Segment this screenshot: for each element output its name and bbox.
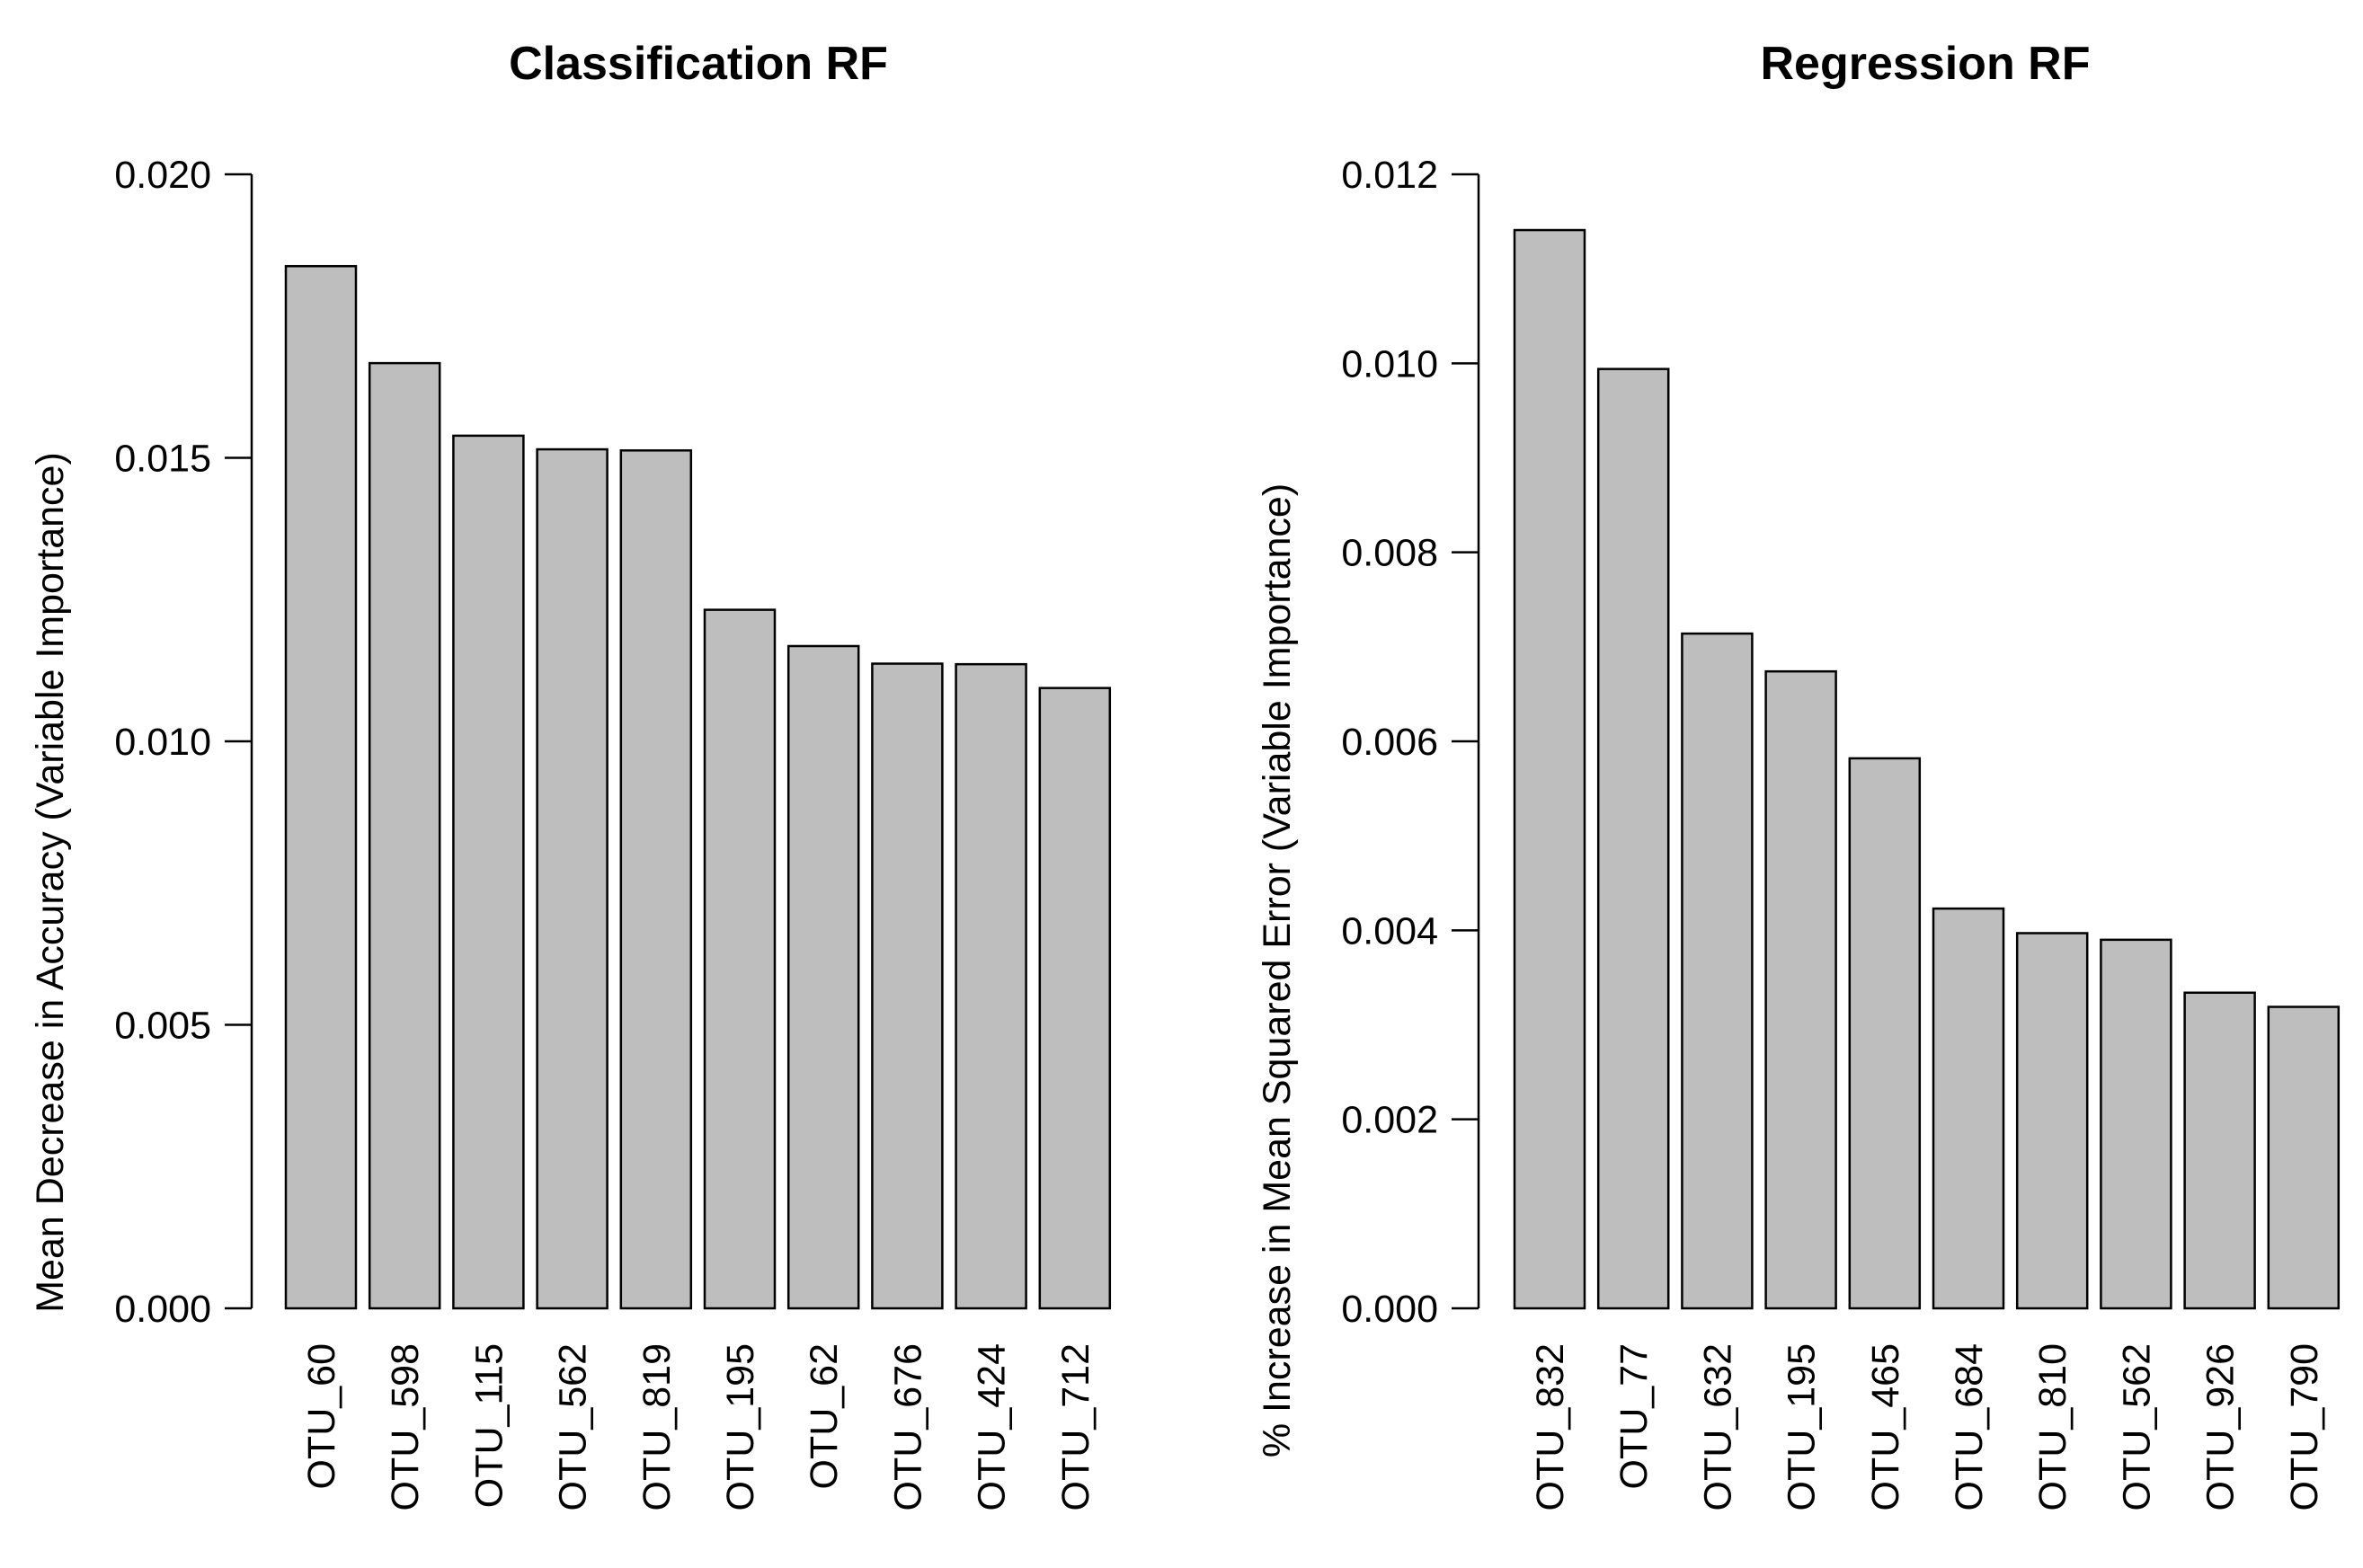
- x-tick-label: OTU_676: [886, 1343, 929, 1510]
- x-tick-label: OTU_832: [1529, 1343, 1572, 1510]
- x-tick-label: OTU_598: [384, 1343, 427, 1510]
- chart-title: Classification RF: [509, 38, 888, 90]
- bar-otu-115: [452, 434, 525, 1310]
- bar-otu-810: [2015, 932, 2089, 1310]
- x-tick-label: OTU_195: [719, 1343, 762, 1510]
- bar-otu-676: [871, 662, 944, 1310]
- y-tick-label: 0.000: [1341, 1288, 1438, 1331]
- y-tick-label: 0.010: [114, 721, 211, 764]
- y-tick-label: 0.012: [1341, 154, 1438, 197]
- x-tick-label: OTU_926: [2199, 1343, 2243, 1510]
- x-tick-label: OTU_62: [803, 1343, 846, 1490]
- bar-otu-926: [2183, 991, 2256, 1310]
- x-tick-label: OTU_562: [552, 1343, 595, 1510]
- y-tick-label: 0.002: [1341, 1099, 1438, 1142]
- y-tick-label: 0.020: [114, 154, 211, 197]
- bar-otu-832: [1513, 228, 1586, 1310]
- y-tick-label: 0.010: [1341, 342, 1438, 385]
- y-tick-label: 0.015: [114, 438, 211, 481]
- bar-otu-424: [955, 662, 1027, 1310]
- x-tick-label: OTU_195: [1781, 1343, 1824, 1510]
- x-axis-labels: OTU_832 OTU_77 OTU_632 OTU_195 OTU_465 OTU_68…: [1529, 1343, 2326, 1510]
- bar-otu-712: [1038, 687, 1112, 1310]
- x-tick-label: OTU_465: [1864, 1343, 1907, 1510]
- chart-title: Regression RF: [1761, 38, 2091, 90]
- bar-otu-790: [2267, 1005, 2341, 1310]
- x-tick-label: OTU_684: [1948, 1343, 1991, 1510]
- y-tick-label: 0.005: [114, 1005, 211, 1048]
- bar-otu-632: [1681, 632, 1754, 1310]
- bars: [1513, 228, 2341, 1310]
- bar-otu-598: [368, 361, 441, 1310]
- bar-otu-465: [1848, 757, 1922, 1310]
- x-tick-label: OTU_77: [1612, 1343, 1656, 1490]
- x-tick-label: OTU_819: [635, 1343, 679, 1510]
- bar-otu-195: [703, 608, 777, 1310]
- bar-otu-62: [786, 644, 860, 1310]
- classification-panel: Classification RF Mean Decrease in Accur…: [29, 38, 1112, 1510]
- x-tick-label: OTU_60: [300, 1343, 343, 1490]
- x-axis-labels: OTU_60 OTU_598 OTU_115 OTU_562 OTU_819 OTU_19…: [300, 1343, 1097, 1510]
- y-tick-label: 0.000: [114, 1288, 211, 1331]
- x-tick-label: OTU_115: [467, 1343, 511, 1508]
- y-axis-label: Mean Decrease in Accuracy (Variable Impo…: [29, 452, 72, 1313]
- bar-otu-562: [2100, 938, 2172, 1310]
- bar-otu-562: [536, 447, 609, 1310]
- x-tick-label: OTU_632: [1696, 1343, 1739, 1510]
- bar-otu-684: [1932, 907, 2005, 1310]
- y-tick-label: 0.004: [1341, 909, 1438, 952]
- y-tick-label: 0.006: [1341, 721, 1438, 764]
- bar-otu-77: [1596, 368, 1670, 1310]
- bar-otu-819: [619, 449, 693, 1310]
- x-tick-label: OTU_790: [2283, 1343, 2326, 1510]
- y-tick-label: 0.008: [1341, 532, 1438, 575]
- x-tick-label: OTU_562: [2115, 1343, 2158, 1510]
- bar-otu-195: [1764, 669, 1837, 1310]
- x-tick-label: OTU_810: [2031, 1343, 2074, 1510]
- regression-panel: Regression RF % Increase in Mean Squared…: [1256, 38, 2341, 1510]
- bar-otu-60: [284, 264, 358, 1310]
- y-axis: 0.000 0.002 0.004 0.006 0.008 0.010 0.012: [1341, 154, 1480, 1331]
- y-axis: 0.000 0.005 0.010 0.015 0.020: [114, 154, 253, 1331]
- y-axis-label: % Increase in Mean Squared Error (Variab…: [1256, 483, 1299, 1457]
- x-tick-label: OTU_712: [1054, 1343, 1097, 1510]
- x-tick-label: OTU_424: [971, 1343, 1014, 1510]
- bars: [284, 264, 1112, 1310]
